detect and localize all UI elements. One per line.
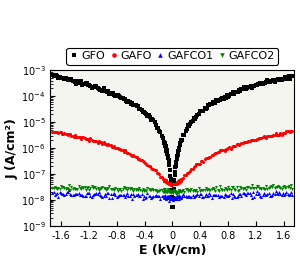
GAFCO2	[51, 186, 54, 189]
GAFO	[196, 162, 199, 166]
GAFO	[51, 130, 54, 133]
GAFCO1	[63, 194, 66, 197]
GAFO	[63, 132, 66, 135]
GAFO	[96, 141, 99, 145]
GAFO	[147, 164, 150, 167]
GAFO	[290, 129, 293, 132]
GFO	[51, 73, 54, 76]
GFO	[147, 114, 150, 117]
GAFCO2	[96, 187, 99, 190]
GAFCO1	[97, 191, 101, 194]
GAFCO2	[70, 185, 73, 189]
GAFO	[272, 133, 275, 137]
GAFCO1	[167, 200, 170, 203]
Legend: GFO, GAFO, GAFCO1, GAFCO2: GFO, GAFO, GAFCO1, GAFCO2	[66, 48, 278, 65]
GAFCO2	[174, 193, 178, 196]
GAFCO1	[71, 193, 74, 196]
Line: GFO: GFO	[51, 73, 294, 209]
GFO	[171, 206, 175, 209]
X-axis label: E (kV/cm): E (kV/cm)	[139, 243, 206, 256]
GAFO	[70, 134, 73, 137]
Line: GAFO: GAFO	[51, 129, 294, 187]
GFO	[291, 74, 294, 77]
GFO	[63, 77, 66, 80]
GAFCO2	[63, 187, 66, 190]
GAFCO1	[291, 193, 294, 196]
Y-axis label: J (A/cm²): J (A/cm²)	[6, 118, 19, 178]
GAFCO2	[291, 187, 294, 190]
GAFO	[169, 184, 173, 187]
GFO	[70, 78, 73, 81]
GAFCO1	[51, 191, 54, 194]
GAFCO2	[272, 183, 275, 186]
GAFCO1	[273, 192, 276, 195]
GAFCO2	[196, 190, 199, 193]
Line: GAFCO1: GAFCO1	[51, 189, 294, 203]
Line: GAFCO2: GAFCO2	[51, 183, 294, 196]
GAFCO1	[67, 189, 71, 192]
GAFCO2	[147, 187, 150, 190]
GFO	[196, 114, 199, 117]
GAFO	[291, 129, 294, 133]
GAFCO1	[197, 194, 200, 198]
GAFCO1	[148, 194, 152, 197]
GFO	[272, 79, 275, 82]
GFO	[96, 87, 99, 90]
GAFCO2	[273, 186, 276, 189]
